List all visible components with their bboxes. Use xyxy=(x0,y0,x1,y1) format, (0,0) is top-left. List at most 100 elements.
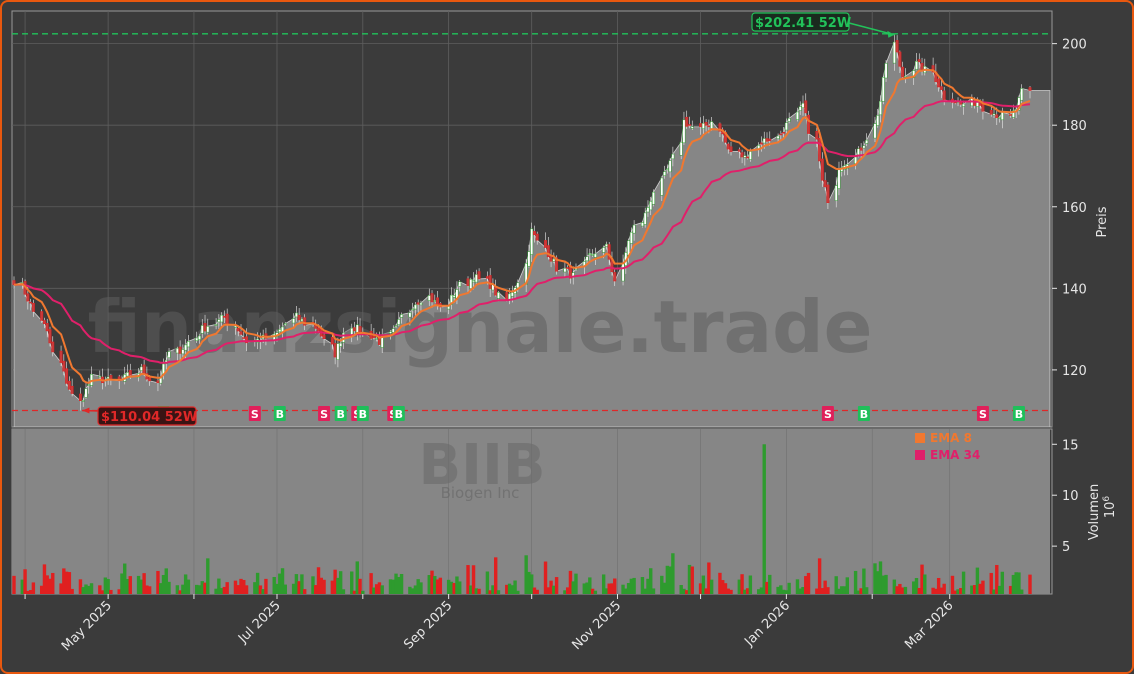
x-tick-label: Jul 2025 xyxy=(235,598,284,647)
candle-body xyxy=(707,125,711,128)
candle xyxy=(78,387,82,411)
volume-bar xyxy=(718,572,722,594)
volume-bar xyxy=(219,588,224,594)
candle xyxy=(779,130,783,141)
volume-bar xyxy=(87,585,91,594)
candle-body xyxy=(796,111,799,120)
volume-bar xyxy=(665,565,670,594)
volume-bar xyxy=(98,585,102,594)
candle-body xyxy=(588,253,592,256)
candle-body xyxy=(333,343,337,358)
candle-body xyxy=(743,155,747,158)
volume-bar xyxy=(574,573,578,594)
candle-body xyxy=(566,267,570,269)
volume-bar xyxy=(582,583,586,594)
volume-bar xyxy=(759,587,764,594)
buy-signal-marker: B xyxy=(392,406,405,421)
candle xyxy=(535,231,539,245)
volume-bar xyxy=(242,579,246,594)
price-tick-label: 120 xyxy=(1062,364,1087,379)
candle-body xyxy=(278,329,282,333)
candle-body xyxy=(585,256,589,262)
volume-bar xyxy=(491,585,495,594)
volume-bar xyxy=(593,590,598,594)
volume-bar xyxy=(78,579,83,594)
candle xyxy=(915,53,918,71)
volume-bar xyxy=(255,572,260,594)
volume-bar xyxy=(377,582,382,594)
volume-bar xyxy=(139,579,144,594)
volume-bar xyxy=(103,577,108,594)
volume-bar xyxy=(881,575,885,594)
candle-body xyxy=(242,337,246,339)
volume-bar xyxy=(125,579,130,594)
volume-bar xyxy=(45,575,49,594)
candle xyxy=(466,276,470,293)
signal-marker-box xyxy=(334,406,347,421)
volume-bar xyxy=(399,573,404,594)
candle-body xyxy=(416,302,420,305)
volume-bar xyxy=(161,574,166,594)
volume-bar xyxy=(765,581,769,594)
volume-bars xyxy=(12,444,1032,594)
candle-body xyxy=(474,274,478,283)
volume-bar xyxy=(200,581,204,594)
volume-bar xyxy=(507,583,512,594)
candle xyxy=(726,142,730,154)
candle xyxy=(743,151,747,166)
candle-body xyxy=(903,75,907,78)
candle-body xyxy=(998,117,1001,119)
candle xyxy=(701,115,705,136)
volume-bar xyxy=(978,583,982,594)
candle xyxy=(236,326,240,337)
candle-body xyxy=(660,177,664,196)
volume-bar xyxy=(981,580,985,594)
volume-bar xyxy=(853,570,858,594)
volume-bar xyxy=(477,588,481,594)
candle xyxy=(31,299,35,317)
candle-body xyxy=(142,364,146,375)
candle xyxy=(322,333,326,346)
buy-signal-marker: B xyxy=(356,406,369,421)
sell-signal-marker: S xyxy=(318,406,331,421)
volume-bar xyxy=(787,582,791,594)
volume-bar xyxy=(455,576,459,594)
candle xyxy=(663,165,667,179)
candle-body xyxy=(78,393,82,402)
candle xyxy=(876,108,880,128)
volume-bar xyxy=(723,583,728,594)
volume-bar xyxy=(516,590,520,594)
candle xyxy=(206,318,210,335)
volume-y-ticks: 5 10 15 xyxy=(1052,438,1079,555)
volume-bar xyxy=(859,588,863,594)
candle-body xyxy=(31,302,35,312)
volume-bar xyxy=(776,586,780,594)
volume-bar xyxy=(394,573,398,594)
volume-bar xyxy=(258,585,263,594)
candle xyxy=(178,340,182,360)
volume-bar xyxy=(942,583,946,594)
candle-body xyxy=(433,300,437,302)
candle-body xyxy=(195,337,199,341)
candle xyxy=(585,248,589,264)
candle xyxy=(646,200,650,217)
candle xyxy=(533,225,536,243)
candle-body xyxy=(530,228,534,255)
candle-body xyxy=(510,292,514,297)
volume-bar xyxy=(64,571,69,594)
candle-body xyxy=(613,272,617,282)
candle xyxy=(746,150,750,160)
candle-body xyxy=(214,324,218,326)
candle xyxy=(87,377,91,394)
volume-bar xyxy=(433,575,437,594)
signal-marker-box xyxy=(976,406,989,421)
signal-marker-box xyxy=(1012,406,1025,421)
volume-bar xyxy=(884,574,888,594)
candle-body xyxy=(84,388,88,398)
volume-bar xyxy=(748,575,753,594)
candle-body xyxy=(555,257,559,272)
candle-body xyxy=(679,141,683,156)
volume-bar xyxy=(898,583,902,594)
candle xyxy=(413,302,417,317)
volume-bar xyxy=(568,570,573,594)
